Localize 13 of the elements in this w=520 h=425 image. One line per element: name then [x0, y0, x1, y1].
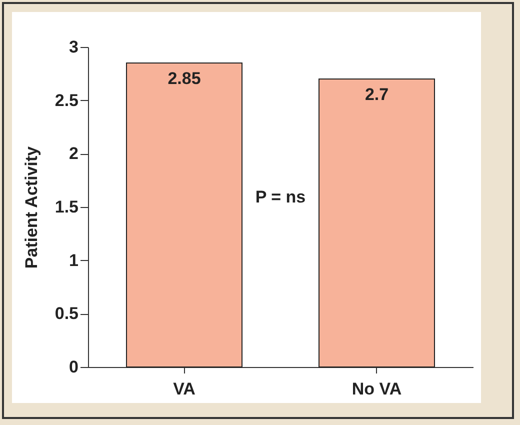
- data-label: 2.7: [364, 85, 389, 104]
- y-tick-label: 0: [69, 358, 78, 376]
- y-tick-label: 1.5: [54, 198, 78, 216]
- x-tick-label: No VA: [352, 380, 402, 398]
- y-tick-label: 2: [69, 144, 78, 164]
- y-tick-label: 2.5: [54, 90, 78, 110]
- y-axis-title: Patient Activity: [22, 146, 41, 269]
- data-label: 2.85: [168, 69, 201, 88]
- y-tick-label: 0.5: [54, 304, 78, 324]
- y-tick-label: 1: [69, 250, 78, 270]
- annotation: P = ns: [255, 187, 306, 206]
- x-tick-label: VA: [173, 380, 196, 398]
- y-tick-label: 3: [69, 38, 78, 56]
